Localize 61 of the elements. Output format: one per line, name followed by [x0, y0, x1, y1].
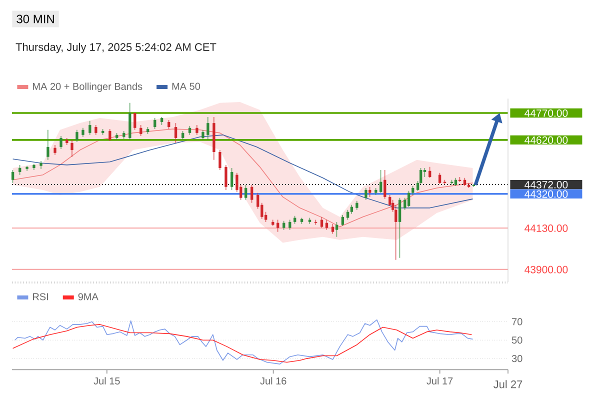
y-tick-label: 50	[512, 336, 522, 344]
candlestick	[335, 222, 338, 238]
candlestick	[276, 219, 280, 232]
candlestick	[346, 210, 350, 220]
x-tick-label: Jul 16	[260, 377, 286, 384]
candlestick	[398, 198, 402, 258]
legend-label: MA 50	[172, 82, 200, 90]
y-tick-label: 44320.00	[524, 190, 568, 198]
candlestick	[202, 130, 204, 140]
chart-title: 30 MIN	[16, 14, 54, 24]
candlestick	[88, 120, 92, 136]
candlestick	[154, 118, 156, 130]
candlestick	[26, 166, 28, 172]
candlestick	[174, 122, 178, 144]
candlestick	[206, 116, 210, 140]
candlestick	[218, 150, 222, 170]
y-tick-label: 44620.00	[524, 136, 568, 144]
x-tick-label: Jul 15	[94, 377, 120, 384]
legend-label: MA 20 + Bollinger Bands	[33, 82, 142, 92]
candlestick	[384, 170, 386, 200]
candlestick	[18, 164, 22, 176]
candlestick	[331, 224, 334, 234]
chart-subtitle: Thursday, July 17, 2025 5:24:02 AM CET	[16, 42, 216, 54]
y-tick-label: 44130.00	[524, 224, 568, 232]
candlestick	[407, 190, 410, 208]
y-tick-label: 44372.00	[524, 181, 568, 188]
candlestick	[224, 164, 228, 190]
line-series	[12, 134, 474, 208]
candlestick	[134, 112, 136, 130]
candlestick	[438, 172, 442, 184]
candlestick	[60, 136, 62, 150]
x-tick-label: Jul 17	[426, 377, 453, 384]
legend-label: 9MA	[78, 293, 98, 300]
candlestick	[196, 124, 198, 136]
candlestick	[341, 214, 344, 226]
candlestick	[244, 184, 248, 200]
candlestick	[364, 188, 368, 200]
y-tick-label: 43900.00	[524, 266, 568, 274]
text: Jul 27	[493, 380, 522, 388]
candlestick	[70, 140, 74, 158]
y-tick-label: 70	[512, 318, 522, 326]
candlestick	[40, 160, 42, 170]
candlestick	[230, 168, 234, 190]
candlestick	[76, 130, 78, 142]
candlestick	[46, 130, 50, 160]
candlestick	[140, 124, 142, 136]
candlestick	[108, 128, 112, 142]
candlestick	[368, 186, 372, 198]
candlestick	[94, 124, 98, 136]
legend-label: RSI	[33, 293, 48, 300]
candlestick	[288, 219, 292, 230]
candlestick	[380, 170, 382, 194]
candlestick	[250, 184, 254, 204]
candlestick	[428, 166, 432, 178]
y-tick-label: 44770.00	[524, 109, 568, 117]
candlestick	[320, 216, 324, 228]
candlestick	[11, 170, 14, 184]
candlestick	[54, 144, 56, 156]
y-tick-label: 30	[512, 355, 522, 362]
line-series	[12, 128, 474, 228]
candlestick	[325, 219, 328, 230]
